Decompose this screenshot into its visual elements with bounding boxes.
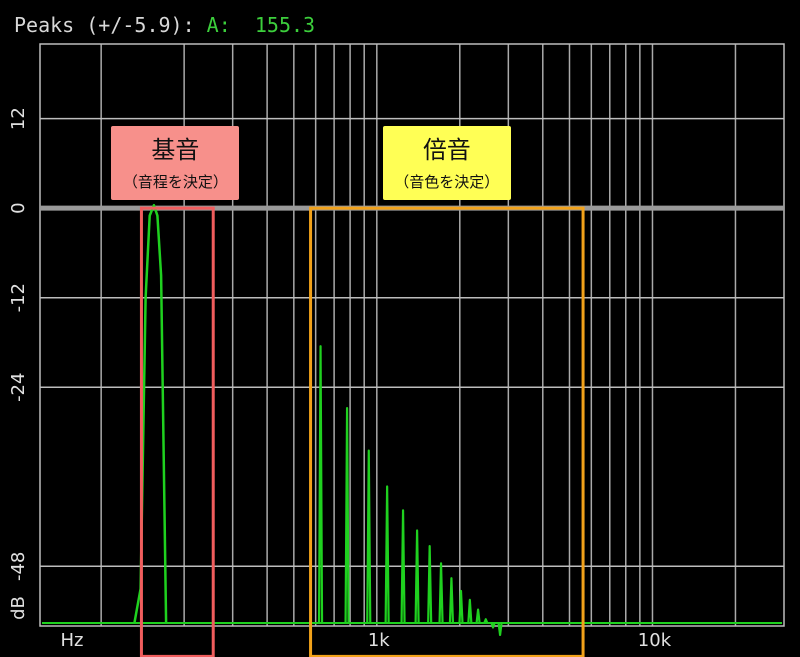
y-tick-label: -24 xyxy=(8,373,29,402)
harmonic-peak xyxy=(400,509,406,624)
x-tick-label: 1k xyxy=(368,630,390,651)
peak-frequency-value: 155.3 xyxy=(254,13,316,37)
peaks-label: Peaks (+/-5.9): xyxy=(14,13,195,37)
harmonic-peak xyxy=(344,407,350,624)
plot-border xyxy=(39,43,785,627)
harmonics-label-box: 倍音 （音色を決定） xyxy=(382,126,511,201)
harmonic-peak xyxy=(458,589,464,624)
harmonic-peak xyxy=(497,622,503,637)
harmonic-peak xyxy=(438,562,444,624)
harmonic-peak xyxy=(490,622,496,629)
y-tick-label: 0 xyxy=(8,202,29,213)
harmonic-peak xyxy=(366,449,372,624)
harmonics-region-box xyxy=(309,206,585,657)
harmonic-peak xyxy=(427,545,433,624)
harmonics-title: 倍音 xyxy=(422,136,471,165)
peaks-readout: Peaks (+/-5.9): A: 155.3 xyxy=(14,10,315,40)
fundamental-region-box xyxy=(139,206,215,657)
y-axis-label: dB xyxy=(8,596,29,620)
fundamental-peak xyxy=(133,203,168,624)
x-axis-label: Hz xyxy=(61,630,84,651)
fundamental-label-box: 基音 （音程を決定） xyxy=(111,126,240,201)
harmonic-peak xyxy=(448,577,455,624)
harmonic-peak xyxy=(467,598,473,624)
harmonic-peak xyxy=(317,345,324,624)
fundamental-subtitle: （音程を決定） xyxy=(122,173,228,192)
harmonics-subtitle: （音色を決定） xyxy=(394,173,500,192)
y-tick-label: 12 xyxy=(8,107,29,130)
harmonic-peak xyxy=(475,608,481,624)
y-tick-label: -48 xyxy=(8,552,29,581)
harmonic-peak xyxy=(483,618,489,624)
peak-note-label: A: xyxy=(206,13,231,37)
x-tick-label: 10k xyxy=(638,630,672,651)
harmonic-peak xyxy=(414,529,420,624)
y-tick-label: -12 xyxy=(8,283,29,312)
harmonic-peak xyxy=(384,485,390,624)
fundamental-title: 基音 xyxy=(151,136,200,165)
